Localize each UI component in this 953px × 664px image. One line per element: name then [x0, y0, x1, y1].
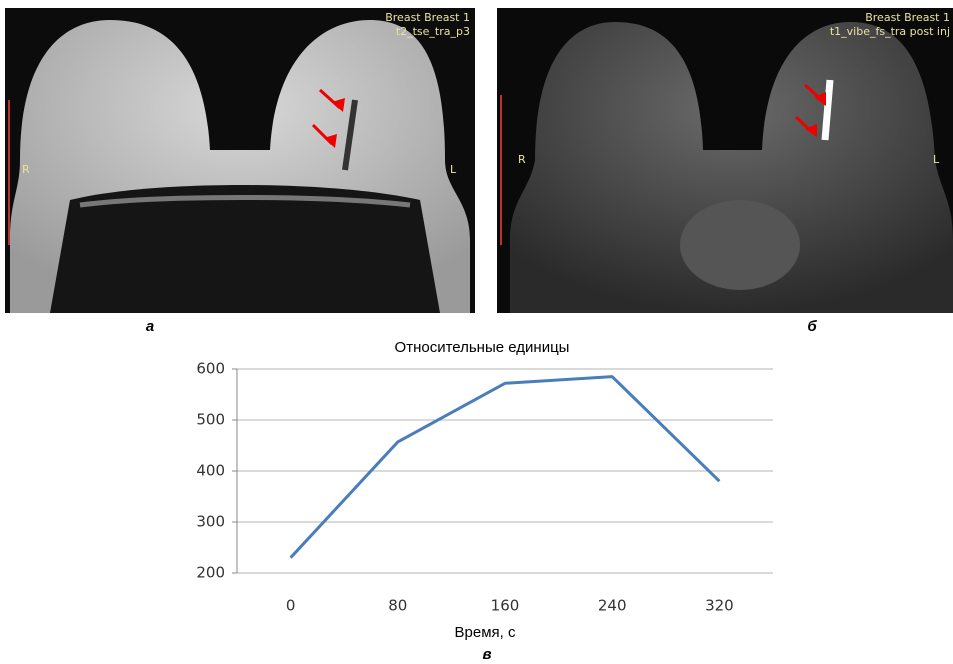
chart-title: Относительные единицы	[395, 339, 570, 356]
side-label: L	[450, 163, 457, 176]
y-tick-label: 600	[196, 360, 225, 378]
mri-image-b: Breast Breast 1 t1_vibe_fs_tra post inj …	[497, 8, 953, 313]
overlay-text: Breast Breast 1	[385, 11, 470, 24]
x-tick-label: 160	[491, 597, 520, 615]
overlay-text: Breast Breast 1	[865, 11, 950, 24]
panel-label: а	[146, 318, 154, 335]
side-label: R	[22, 163, 30, 176]
y-tick-label: 200	[196, 564, 225, 582]
side-label: L	[933, 153, 940, 166]
overlay-text: t1_vibe_fs_tra post inj	[830, 25, 950, 38]
panel-label: б	[807, 318, 817, 335]
x-tick-label: 240	[598, 597, 627, 615]
y-tick-label: 300	[196, 513, 225, 531]
y-tick-label: 500	[196, 411, 225, 429]
mri-image-a: Breast Breast 1 t2_tse_tra_p3 R L	[5, 8, 475, 313]
side-label: R	[518, 153, 526, 166]
x-tick-label: 0	[286, 597, 296, 615]
plot: 200 300 400 500 600 0 80 160 240 320	[196, 360, 773, 615]
x-axis-label: Время, с	[455, 624, 516, 641]
y-tick-label: 400	[196, 462, 225, 480]
x-tick-label: 80	[388, 597, 407, 615]
figure: Breast Breast 1 t2_tse_tra_p3 R L Breast…	[0, 0, 953, 664]
x-tick-label: 320	[705, 597, 734, 615]
data-line	[291, 377, 720, 558]
overlay-text: t2_tse_tra_p3	[396, 25, 470, 38]
panel-label: в	[482, 646, 491, 663]
